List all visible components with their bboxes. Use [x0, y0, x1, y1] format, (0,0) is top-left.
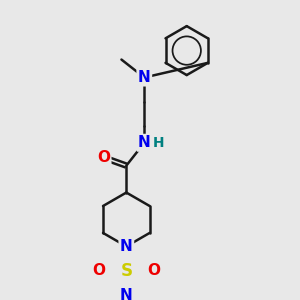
- Text: H: H: [153, 136, 165, 150]
- Text: O: O: [97, 150, 110, 165]
- Text: O: O: [92, 263, 105, 278]
- Text: N: N: [138, 135, 151, 150]
- Text: O: O: [148, 263, 160, 278]
- Text: N: N: [138, 70, 151, 85]
- Text: S: S: [120, 262, 132, 280]
- Text: N: N: [120, 288, 133, 300]
- Text: N: N: [120, 239, 133, 254]
